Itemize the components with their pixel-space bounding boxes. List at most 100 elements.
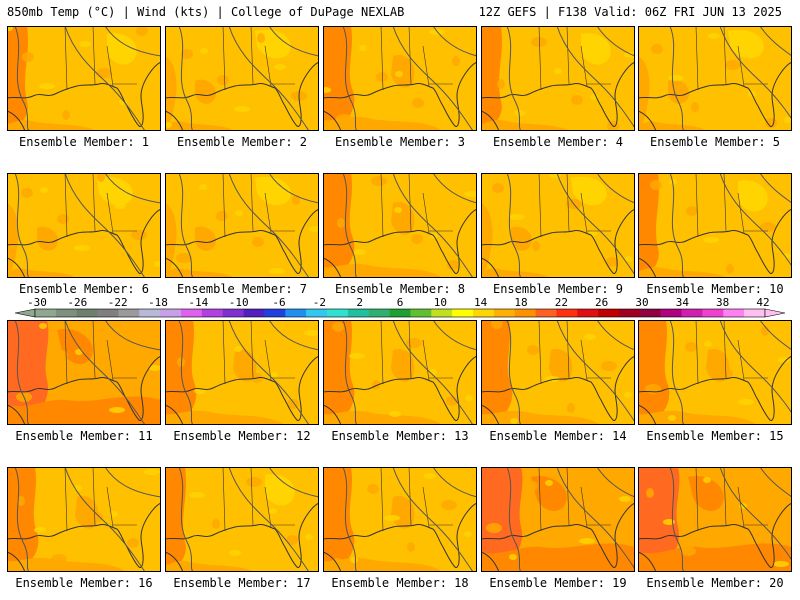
colorbar-swatch bbox=[368, 309, 390, 317]
ensemble-member-label: Ensemble Member: 17 bbox=[173, 576, 311, 590]
ensemble-member-label: Ensemble Member: 10 bbox=[646, 282, 784, 296]
temperature-map bbox=[323, 320, 477, 425]
ensemble-member-label: Ensemble Member: 12 bbox=[173, 429, 311, 443]
ensemble-member-label: Ensemble Member: 7 bbox=[176, 282, 308, 296]
colorbar-tick-label: 14 bbox=[474, 296, 488, 309]
ensemble-member-label: Ensemble Member: 1 bbox=[18, 135, 150, 149]
colorbar-swatch bbox=[410, 309, 432, 317]
ensemble-map-panel bbox=[323, 173, 477, 278]
colorbar-swatch bbox=[493, 309, 516, 317]
ensemble-map-panel bbox=[165, 467, 319, 572]
colorbar-swatch bbox=[347, 309, 370, 317]
colorbar-swatch bbox=[556, 309, 578, 317]
colorbar-swatch bbox=[201, 309, 224, 317]
colorbar-tick-label: -22 bbox=[108, 296, 128, 309]
temperature-map bbox=[7, 173, 161, 278]
colorbar-swatch bbox=[723, 309, 745, 317]
ensemble-map-panel bbox=[638, 320, 792, 425]
ensemble-member-label: Ensemble Member: 15 bbox=[646, 429, 784, 443]
colorbar-swatch bbox=[35, 309, 57, 317]
ensemble-map-panel bbox=[165, 173, 319, 278]
colorbar-swatch bbox=[535, 309, 557, 317]
colorbar-swatch bbox=[160, 309, 182, 317]
colorbar-tick-label: 18 bbox=[514, 296, 527, 309]
temperature-map bbox=[638, 320, 792, 425]
colorbar-swatch bbox=[660, 309, 682, 317]
ensemble-map-panel bbox=[7, 26, 161, 131]
temperature-map bbox=[7, 26, 161, 131]
temperature-map bbox=[638, 467, 792, 572]
colorbar-tick-label: 10 bbox=[434, 296, 447, 309]
colorbar-swatch bbox=[55, 309, 78, 317]
colorbar-swatch bbox=[702, 309, 724, 317]
temperature-map bbox=[323, 467, 477, 572]
colorbar-tick-label: -14 bbox=[188, 296, 208, 309]
colorbar-swatch bbox=[598, 309, 620, 317]
temperature-map bbox=[638, 173, 792, 278]
temperature-colorbar: -30 -26 -22 -18 -14 -10 -6 -2 2 6 10 14 18 22 26 30 34 38… bbox=[14, 296, 786, 318]
colorbar-swatch bbox=[76, 309, 98, 317]
ensemble-map-panel bbox=[165, 26, 319, 131]
ensemble-map-panel bbox=[638, 26, 792, 131]
ensemble-member-label: Ensemble Member: 6 bbox=[18, 282, 150, 296]
colorbar-swatch bbox=[243, 309, 265, 317]
ensemble-member-label: Ensemble Member: 9 bbox=[492, 282, 624, 296]
colorbar-tick-label: -26 bbox=[67, 296, 87, 309]
colorbar-tick-label: 22 bbox=[555, 296, 568, 309]
ensemble-member-label: Ensemble Member: 19 bbox=[489, 576, 627, 590]
ensemble-map-panel bbox=[638, 467, 792, 572]
colorbar-tick-label: 38 bbox=[716, 296, 729, 309]
temperature-map bbox=[481, 173, 635, 278]
ensemble-member-label: Ensemble Member: 8 bbox=[334, 282, 466, 296]
ensemble-map-panel bbox=[323, 467, 477, 572]
ensemble-member-label: Ensemble Member: 3 bbox=[334, 135, 466, 149]
colorbar-tick-label: 30 bbox=[635, 296, 648, 309]
colorbar-max-arrow bbox=[764, 308, 786, 318]
ensemble-member-label: Ensemble Member: 11 bbox=[15, 429, 153, 443]
colorbar-tick-label: -10 bbox=[229, 296, 249, 309]
temperature-map bbox=[165, 467, 319, 572]
ensemble-map-panel bbox=[481, 320, 635, 425]
ensemble-map-panel bbox=[323, 320, 477, 425]
ensemble-member-label: Ensemble Member: 5 bbox=[649, 135, 781, 149]
ensemble-member-label: Ensemble Member: 2 bbox=[176, 135, 308, 149]
ensemble-map-panel bbox=[323, 26, 477, 131]
colorbar-swatch bbox=[306, 309, 328, 317]
colorbar-tick-label: 34 bbox=[676, 296, 690, 309]
colorbar-tick-label: 42 bbox=[756, 296, 769, 309]
ensemble-member-label: Ensemble Member: 13 bbox=[331, 429, 469, 443]
temperature-map bbox=[323, 26, 477, 131]
temperature-map bbox=[7, 320, 161, 425]
temperature-map bbox=[481, 26, 635, 131]
colorbar-tick-label: -6 bbox=[272, 296, 285, 309]
colorbar-tick-label: 2 bbox=[356, 296, 363, 309]
colorbar-min-arrow bbox=[14, 308, 36, 318]
ensemble-map-panel bbox=[7, 173, 161, 278]
ensemble-map-panel bbox=[481, 467, 635, 572]
temperature-map bbox=[481, 320, 635, 425]
temperature-map bbox=[7, 467, 161, 572]
temperature-map bbox=[323, 173, 477, 278]
ensemble-member-label: Ensemble Member: 4 bbox=[492, 135, 624, 149]
ensemble-map-panel bbox=[7, 320, 161, 425]
colorbar-tick-label: -18 bbox=[148, 296, 168, 309]
temperature-map bbox=[481, 467, 635, 572]
header-run-info: 12Z GEFS | F138 Valid: 06Z FRI JUN 13 20… bbox=[478, 5, 782, 19]
temperature-map bbox=[165, 173, 319, 278]
temperature-map bbox=[165, 320, 319, 425]
colorbar-swatch bbox=[97, 309, 119, 317]
ensemble-map-panel bbox=[7, 467, 161, 572]
ensemble-map-panel bbox=[165, 320, 319, 425]
colorbar-swatch bbox=[514, 309, 536, 317]
colorbar-swatch bbox=[744, 309, 766, 317]
ensemble-member-label: Ensemble Member: 14 bbox=[489, 429, 627, 443]
header-title: 850mb Temp (°C) | Wind (kts) | College o… bbox=[7, 5, 405, 19]
colorbar-swatch bbox=[639, 309, 662, 317]
colorbar-tick-label: 6 bbox=[397, 296, 404, 309]
colorbar-swatch bbox=[452, 309, 474, 317]
colorbar-tick-label: -2 bbox=[313, 296, 326, 309]
ensemble-map-panel bbox=[481, 173, 635, 278]
colorbar-swatch bbox=[431, 309, 453, 317]
colorbar-swatch bbox=[619, 309, 641, 317]
